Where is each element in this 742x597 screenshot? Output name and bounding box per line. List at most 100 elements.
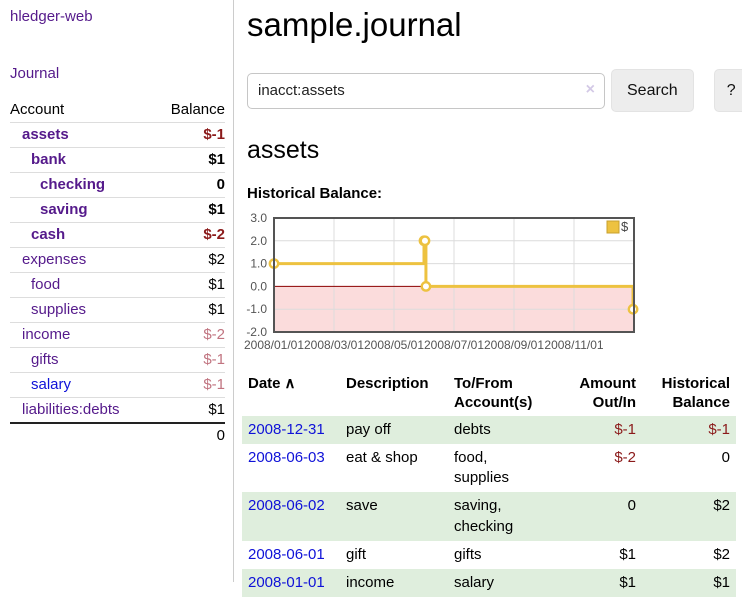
account-name-link[interactable]: expenses bbox=[22, 251, 87, 268]
register-row: 2008-06-03 eat & shop food, supplies $-2 0 bbox=[242, 444, 736, 493]
amount-cell: $1 bbox=[619, 574, 636, 592]
amount-cell: 0 bbox=[627, 497, 636, 515]
page-title: sample.journal bbox=[247, 6, 462, 43]
register-row: 2008-06-01 gift gifts $1 $2 bbox=[242, 541, 736, 569]
account-name-link[interactable]: cash bbox=[31, 226, 66, 243]
accounts-cell: salary bbox=[454, 574, 495, 592]
app-title-link[interactable]: hledger-web bbox=[10, 8, 93, 25]
y-tick-label: 3.0 bbox=[250, 211, 267, 225]
register-header-description: Description bbox=[346, 375, 429, 393]
account-row: liabilities:debts $1 bbox=[10, 397, 225, 424]
balance-cell: $2 bbox=[713, 497, 730, 515]
account-name-link[interactable]: income bbox=[22, 326, 71, 343]
account-row: salary $-1 bbox=[10, 372, 225, 398]
help-button[interactable]: ? bbox=[713, 69, 742, 113]
sort-asc-icon: ∧ bbox=[284, 375, 296, 393]
date-header-label: Date bbox=[248, 375, 281, 393]
legend-label: $ bbox=[621, 219, 629, 234]
description-cell: eat & shop bbox=[346, 448, 418, 466]
search-button[interactable]: Search bbox=[611, 69, 694, 113]
data-point-marker bbox=[420, 281, 432, 292]
sidebar: hledger-web Journal Account Balance asse… bbox=[0, 0, 234, 582]
search-form: × Search ? bbox=[247, 69, 742, 113]
account-name-link[interactable]: bank bbox=[31, 151, 67, 168]
y-tick-label: -2.0 bbox=[246, 325, 267, 339]
account-balance: $-2 bbox=[153, 322, 225, 348]
account-balance: $1 bbox=[153, 197, 225, 223]
register-row: 2008-12-31 pay off debts $-1 $-1 bbox=[242, 415, 736, 444]
x-tick-label: 2008/11/01 bbox=[544, 338, 603, 352]
chart-title: Historical Balance: bbox=[247, 185, 383, 203]
account-balance: $-1 bbox=[153, 347, 225, 373]
y-tick-label: 1.0 bbox=[250, 257, 267, 271]
account-balance: $1 bbox=[153, 297, 225, 323]
account-row: assets $-1 bbox=[10, 122, 225, 148]
y-tick-label: 0.0 bbox=[250, 280, 267, 294]
account-name-link[interactable]: assets bbox=[22, 126, 69, 143]
account-heading: assets bbox=[247, 136, 320, 165]
clear-search-icon[interactable]: × bbox=[585, 80, 595, 98]
accounts-body: assets $-1 bank $1 checking 0 saving $1 cash $-2 e… bbox=[10, 122, 225, 424]
account-name-link[interactable]: checking bbox=[40, 176, 106, 193]
account-name-link[interactable]: food bbox=[31, 276, 61, 293]
register-header-date[interactable]: Date ∧ bbox=[242, 372, 340, 416]
account-row: income $-2 bbox=[10, 322, 225, 348]
account-row: expenses $2 bbox=[10, 247, 225, 273]
register-body: 2008-12-31 pay off debts $-1 $-1 2008-06-03 ea… bbox=[242, 415, 736, 597]
register-header-accounts: To/From Account(s) bbox=[454, 375, 533, 411]
account-name-link[interactable]: liabilities:debts bbox=[22, 401, 120, 418]
account-name-link[interactable]: saving bbox=[40, 201, 88, 218]
x-tick-label: 2008/09/01 bbox=[484, 338, 544, 352]
y-tick-label: 2.0 bbox=[250, 234, 267, 248]
amount-cell: $1 bbox=[619, 545, 636, 563]
accounts-total-value: 0 bbox=[153, 422, 225, 448]
sidebar-item-journal[interactable]: Journal bbox=[10, 65, 60, 82]
date-link[interactable]: 2008-12-31 bbox=[248, 420, 325, 438]
account-balance: $-2 bbox=[153, 222, 225, 248]
search-input[interactable] bbox=[247, 72, 605, 109]
account-row: supplies $1 bbox=[10, 297, 225, 323]
description-cell: gift bbox=[346, 545, 367, 563]
accounts-table: Account Balance assets $-1 bank $1 checking 0… bbox=[10, 98, 225, 448]
date-link[interactable]: 2008-06-02 bbox=[248, 497, 325, 515]
accounts-cell: debts bbox=[454, 420, 491, 438]
date-link[interactable]: 2008-06-01 bbox=[248, 545, 325, 563]
accounts-cell: food, supplies bbox=[454, 448, 510, 487]
date-link[interactable]: 2008-01-01 bbox=[248, 574, 325, 592]
register-row: 2008-01-01 income salary $1 $1 bbox=[242, 569, 736, 597]
account-balance: $-1 bbox=[153, 372, 225, 398]
y-tick-label: -1.0 bbox=[246, 302, 267, 316]
accounts-cell: saving, checking bbox=[454, 497, 514, 535]
register-table: Date ∧ Description To/From Account(s) Amo… bbox=[242, 372, 736, 597]
amount-cell: $-1 bbox=[614, 420, 636, 438]
account-name-link[interactable]: supplies bbox=[31, 301, 87, 318]
account-row: bank $1 bbox=[10, 147, 225, 173]
data-point-marker bbox=[419, 235, 431, 247]
description-cell: income bbox=[346, 574, 395, 592]
accounts-header-account: Account bbox=[10, 98, 154, 123]
register-header-amount: Amount Out/In bbox=[579, 375, 636, 411]
account-name-link[interactable]: gifts bbox=[31, 351, 59, 368]
date-link[interactable]: 2008-06-03 bbox=[248, 448, 325, 466]
x-tick-label: 2008/05/01 bbox=[364, 338, 424, 352]
account-balance: $2 bbox=[153, 247, 225, 273]
balance-cell: $-1 bbox=[708, 420, 730, 438]
legend-swatch bbox=[606, 220, 620, 234]
x-tick-label: 2008/03/01 bbox=[304, 338, 364, 352]
accounts-header-row: Account Balance bbox=[10, 98, 225, 123]
register-row: 2008-06-02 save saving, checking 0 $2 bbox=[242, 492, 736, 541]
account-balance: 0 bbox=[153, 172, 225, 198]
account-balance: $1 bbox=[153, 147, 225, 173]
main-content: sample.journal × Search ? assets Histori… bbox=[234, 0, 742, 597]
accounts-header-balance: Balance bbox=[153, 98, 225, 123]
account-name-link[interactable]: salary bbox=[31, 376, 72, 393]
plot-border bbox=[273, 217, 635, 334]
balance-cell: $1 bbox=[713, 574, 730, 592]
balance-cell: $2 bbox=[713, 545, 730, 563]
account-balance: $1 bbox=[153, 397, 225, 424]
account-balance: $-1 bbox=[153, 122, 225, 148]
amount-cell: $-2 bbox=[614, 448, 636, 466]
balance-chart: $3.0 2.0 1.0 0.0 -1.0 -2.0 2008/01/01 2008/03/0… bbox=[244, 210, 742, 358]
description-cell: pay off bbox=[346, 420, 391, 438]
